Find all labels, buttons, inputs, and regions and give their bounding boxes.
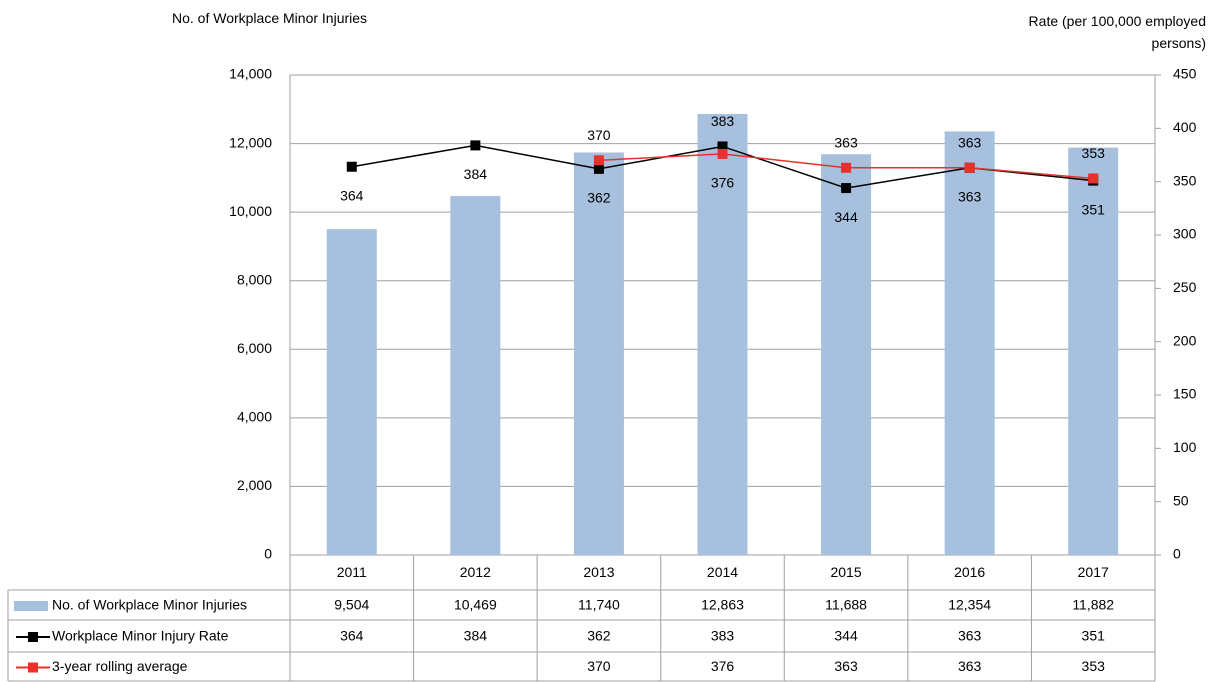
y2-tick-label: 50 (1173, 492, 1189, 508)
bar (326, 229, 377, 556)
table-cell: 9,504 (334, 597, 369, 613)
legend-marker (28, 662, 38, 673)
table-cell: 384 (464, 628, 488, 644)
legend-marker (28, 632, 38, 642)
y-tick-label: 8,000 (237, 271, 272, 287)
table-cell: 362 (587, 628, 611, 644)
legend-label: 3-year rolling average (52, 658, 188, 674)
y2-tick-label: 150 (1173, 386, 1197, 402)
y2-tick-label: 200 (1173, 332, 1197, 348)
data-label: 344 (834, 209, 858, 225)
legend-label: No. of Workplace Minor Injuries (52, 597, 247, 613)
data-label: 370 (587, 127, 611, 143)
data-label: 363 (958, 189, 982, 205)
data-label: 351 (1082, 201, 1106, 217)
y2-tick-label: 450 (1173, 66, 1197, 82)
marker (841, 183, 852, 194)
table-cell: 12,863 (701, 597, 744, 613)
bar (450, 196, 501, 555)
data-label: 384 (464, 166, 488, 182)
data-label: 362 (587, 190, 611, 206)
table-cell: 11,882 (1072, 597, 1114, 613)
table-cell: 344 (834, 628, 858, 644)
y2-tick-label: 400 (1173, 119, 1197, 135)
y2-tick-label: 100 (1173, 439, 1197, 455)
table-cell: 10,469 (454, 597, 497, 613)
marker (593, 155, 604, 166)
legend-label: Workplace Minor Injury Rate (52, 628, 229, 644)
table-cell: 363 (958, 658, 982, 674)
marker (470, 140, 481, 151)
table-cell: 351 (1082, 628, 1106, 644)
y-tick-label: 12,000 (229, 134, 272, 150)
bar (944, 131, 995, 556)
table-cell: 383 (711, 628, 735, 644)
y2-tick-label: 250 (1173, 279, 1197, 295)
marker (1088, 173, 1099, 184)
marker (593, 163, 604, 174)
marker (717, 141, 728, 152)
x-tick-label: 2017 (1078, 564, 1109, 580)
marker (841, 162, 852, 173)
data-label: 383 (711, 113, 735, 129)
data-label: 363 (834, 135, 858, 151)
x-tick-label: 2014 (707, 564, 738, 580)
y2-tick-label: 0 (1173, 546, 1181, 562)
bar (1068, 147, 1119, 556)
bar (697, 113, 748, 556)
table-cell: 12,354 (948, 597, 991, 613)
y-tick-label: 0 (264, 546, 272, 562)
table-cell: 353 (1082, 658, 1106, 674)
marker (717, 148, 728, 159)
legend-swatch (14, 601, 48, 611)
table-cell: 370 (587, 658, 611, 674)
table-cell: 363 (958, 628, 982, 644)
marker (964, 162, 975, 173)
y2-tick-label: 300 (1173, 226, 1197, 242)
y-tick-label: 10,000 (229, 203, 272, 219)
x-tick-label: 2012 (460, 564, 491, 580)
data-label: 364 (340, 187, 364, 203)
y2-axis-title: Rate (per 100,000 employed persons) (1028, 13, 1206, 51)
x-tick-label: 2015 (830, 564, 861, 580)
x-tick-label: 2016 (954, 564, 985, 580)
bar (821, 154, 872, 556)
data-label: 376 (711, 175, 735, 191)
table-cell: 11,740 (578, 597, 620, 613)
marker (346, 161, 357, 172)
table-cell: 363 (834, 658, 858, 674)
y-tick-label: 2,000 (237, 477, 272, 493)
y-tick-label: 4,000 (237, 409, 272, 425)
bar (573, 152, 624, 555)
table-cell: 376 (711, 658, 735, 674)
y-tick-label: 14,000 (229, 66, 272, 82)
y-tick-label: 6,000 (237, 340, 272, 356)
y2-tick-label: 350 (1173, 172, 1197, 188)
table-cell: 364 (340, 628, 364, 644)
data-label: 363 (958, 135, 982, 151)
y-axis-title: No. of Workplace Minor Injuries (172, 10, 368, 26)
table-cell: 11,688 (825, 597, 867, 613)
x-tick-label: 2013 (583, 564, 614, 580)
x-tick-label: 2011 (337, 564, 367, 580)
data-label: 353 (1082, 145, 1106, 161)
